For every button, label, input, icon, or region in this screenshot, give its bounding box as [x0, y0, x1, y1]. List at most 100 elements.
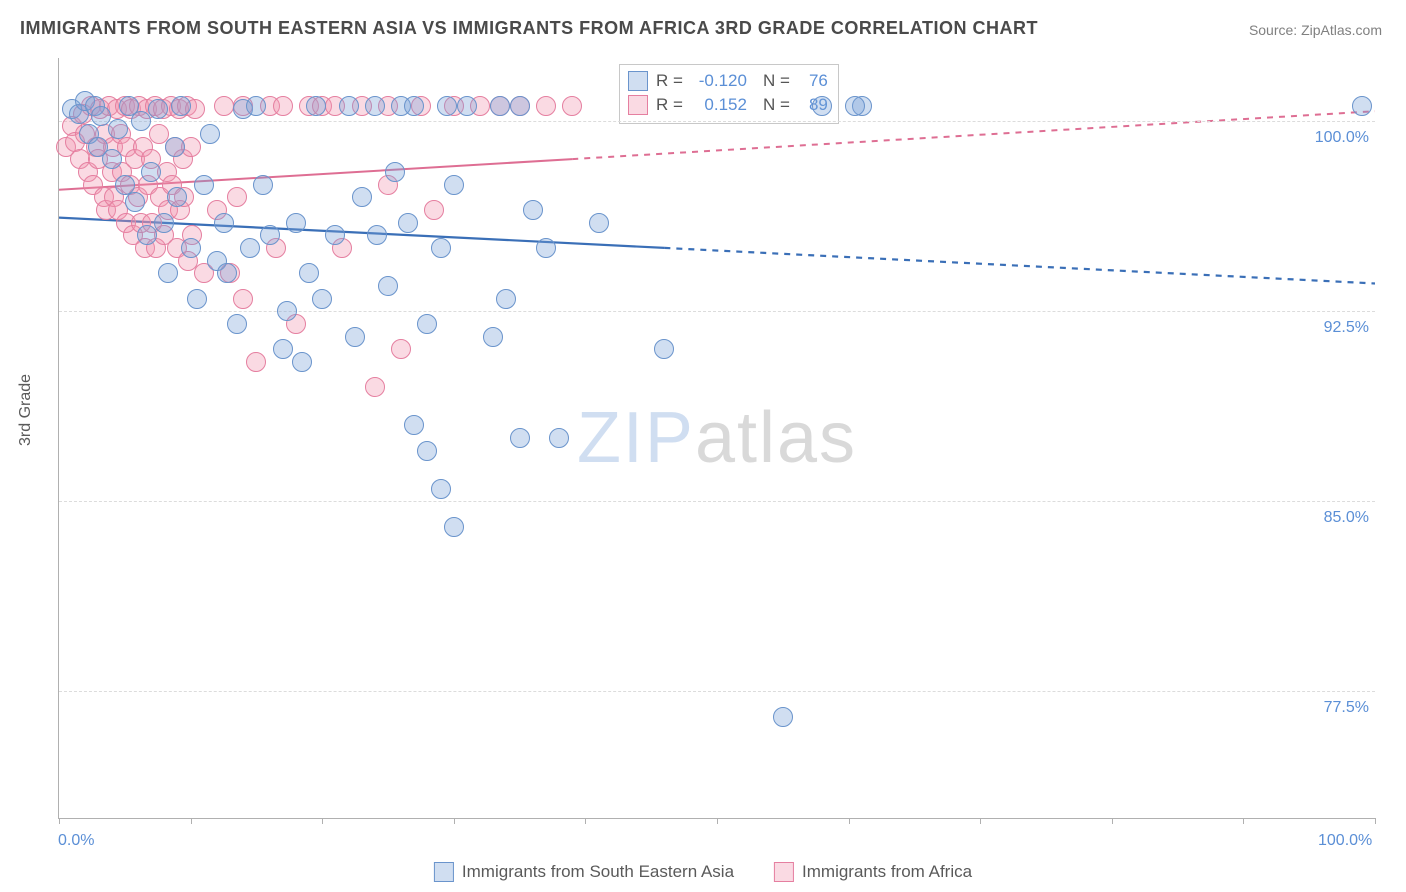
scatter-point — [457, 96, 477, 116]
scatter-point — [483, 327, 503, 347]
legend-item: Immigrants from South Eastern Asia — [434, 862, 734, 882]
x-tick-label: 100.0% — [1318, 832, 1372, 850]
scatter-point — [125, 192, 145, 212]
scatter-point — [378, 276, 398, 296]
x-tick — [717, 818, 718, 824]
scatter-point — [200, 124, 220, 144]
scatter-point — [404, 415, 424, 435]
scatter-point — [253, 175, 273, 195]
scatter-point — [490, 96, 510, 116]
gridline — [59, 691, 1375, 692]
scatter-point — [365, 377, 385, 397]
gridline — [59, 121, 1375, 122]
source-prefix: Source: — [1249, 22, 1301, 38]
scatter-point — [260, 225, 280, 245]
x-tick — [585, 818, 586, 824]
scatter-point — [417, 441, 437, 461]
stat-r-value: 0.152 — [691, 93, 747, 117]
scatter-point — [214, 96, 234, 116]
legend-swatch — [434, 862, 454, 882]
stat-r-value: -0.120 — [691, 69, 747, 93]
x-tick — [1243, 818, 1244, 824]
legend-swatch — [628, 71, 648, 91]
scatter-point — [227, 187, 247, 207]
scatter-point — [312, 289, 332, 309]
stat-n-label: N = — [763, 69, 790, 93]
scatter-point — [273, 339, 293, 359]
scatter-point — [424, 200, 444, 220]
scatter-point — [306, 96, 326, 116]
legend-swatch — [774, 862, 794, 882]
scatter-point — [536, 96, 556, 116]
stat-n-value: 76 — [798, 69, 828, 93]
stat-r-label: R = — [656, 93, 683, 117]
x-tick — [980, 818, 981, 824]
x-tick — [454, 818, 455, 824]
stat-row: R = -0.120 N = 76 — [628, 69, 828, 93]
scatter-point — [431, 238, 451, 258]
scatter-point — [214, 213, 234, 233]
legend-label: Immigrants from Africa — [802, 862, 972, 882]
gridline — [59, 501, 1375, 502]
x-tick — [322, 818, 323, 824]
watermark: ZIPatlas — [577, 397, 857, 479]
scatter-point — [286, 213, 306, 233]
scatter-point — [1352, 96, 1372, 116]
y-tick-label: 77.5% — [1324, 699, 1369, 717]
scatter-point — [510, 428, 530, 448]
watermark-atlas: atlas — [695, 398, 857, 478]
scatter-point — [773, 707, 793, 727]
legend-bottom: Immigrants from South Eastern Asia Immigr… — [434, 862, 972, 882]
scatter-point — [431, 479, 451, 499]
chart-title: IMMIGRANTS FROM SOUTH EASTERN ASIA VS IM… — [20, 18, 1038, 39]
scatter-point — [102, 149, 122, 169]
scatter-point — [246, 352, 266, 372]
scatter-point — [273, 96, 293, 116]
scatter-point — [154, 213, 174, 233]
x-tick-label: 0.0% — [58, 832, 94, 850]
scatter-point — [158, 263, 178, 283]
scatter-point — [148, 99, 168, 119]
scatter-point — [240, 238, 260, 258]
trendlines-svg — [59, 58, 1375, 818]
scatter-point — [398, 213, 418, 233]
y-axis-label: 3rd Grade — [17, 374, 35, 446]
y-tick-label: 85.0% — [1324, 509, 1369, 527]
scatter-point — [339, 96, 359, 116]
scatter-point — [187, 289, 207, 309]
scatter-point — [277, 301, 297, 321]
scatter-point — [131, 111, 151, 131]
scatter-point — [536, 238, 556, 258]
scatter-point — [141, 162, 161, 182]
y-tick-label: 100.0% — [1315, 129, 1369, 147]
scatter-point — [444, 517, 464, 537]
scatter-point — [165, 137, 185, 157]
scatter-point — [391, 339, 411, 359]
watermark-zip: ZIP — [577, 398, 695, 478]
scatter-point — [549, 428, 569, 448]
scatter-point — [523, 200, 543, 220]
scatter-point — [345, 327, 365, 347]
scatter-point — [417, 314, 437, 334]
x-tick — [849, 818, 850, 824]
scatter-point — [654, 339, 674, 359]
scatter-point — [181, 238, 201, 258]
scatter-point — [444, 175, 464, 195]
source-name: ZipAtlas.com — [1301, 22, 1382, 38]
source-attribution: Source: ZipAtlas.com — [1249, 22, 1382, 38]
scatter-point — [562, 96, 582, 116]
stat-r-label: R = — [656, 69, 683, 93]
trendline-dashed — [664, 248, 1375, 284]
scatter-point — [367, 225, 387, 245]
scatter-point — [299, 263, 319, 283]
legend-swatch — [628, 95, 648, 115]
scatter-point — [496, 289, 516, 309]
gridline — [59, 311, 1375, 312]
x-tick — [1112, 818, 1113, 824]
scatter-point — [352, 187, 372, 207]
x-tick — [59, 818, 60, 824]
scatter-point — [194, 175, 214, 195]
scatter-point — [292, 352, 312, 372]
x-tick — [1375, 818, 1376, 824]
scatter-point — [589, 213, 609, 233]
